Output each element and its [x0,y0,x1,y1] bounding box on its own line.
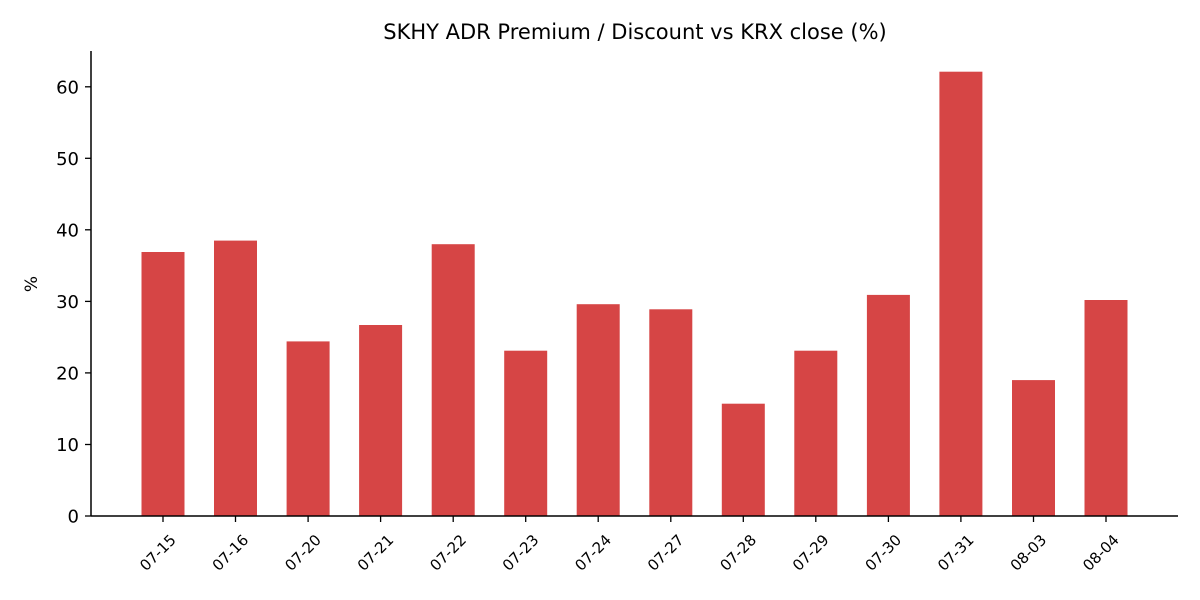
x-tick-label: 07-27 [644,531,688,575]
bar-07-21 [359,325,403,516]
bar-07-27 [649,309,693,516]
bar-07-22 [431,244,475,516]
x-tick-label: 07-24 [571,531,615,575]
y-tick-label: 50 [56,149,79,170]
x-tick-label: 07-28 [716,531,760,575]
bar-07-24 [576,304,620,516]
chart-title: SKHY ADR Premium / Discount vs KRX close… [383,20,887,44]
y-tick-label: 40 [56,220,79,241]
y-tick-label: 30 [56,292,79,313]
bar-08-03 [1012,380,1055,516]
bar-07-30 [866,294,910,516]
y-tick-label: 20 [56,363,79,384]
y-tick-label: 10 [56,435,79,456]
y-axis-label: % [22,276,42,292]
x-tick-label: 07-30 [862,531,906,575]
x-tick-label: 07-29 [789,531,833,575]
y-tick-label: 60 [56,77,79,98]
bars-group [141,71,1128,516]
x-tick-label: 07-16 [209,531,253,575]
bar-07-23 [504,350,548,516]
x-tick-label: 07-20 [281,531,325,575]
bar-07-16 [214,240,257,516]
y-tick-label: 0 [68,507,79,528]
bar-07-29 [794,350,838,516]
x-tick-label: 07-22 [426,531,470,575]
x-tick-label: 07-21 [354,531,398,575]
x-tick-label: 07-15 [136,531,180,575]
bar-07-20 [286,341,330,516]
bar-07-31 [939,71,983,516]
bar-07-28 [721,403,765,516]
x-tick-label: 07-31 [934,531,978,575]
x-tick-label: 07-23 [499,531,543,575]
x-tick-label: 08-04 [1079,531,1123,575]
y-axis-ticks: 0 10 20 30 40 50 60 [56,77,91,528]
bar-08-04 [1084,300,1128,516]
bar-07-15 [141,252,185,516]
x-tick-label: 08-03 [1007,531,1051,575]
x-axis-ticks: 07-15 07-16 07-20 07-21 07-22 07-23 07-24 07-27… [136,516,1123,575]
